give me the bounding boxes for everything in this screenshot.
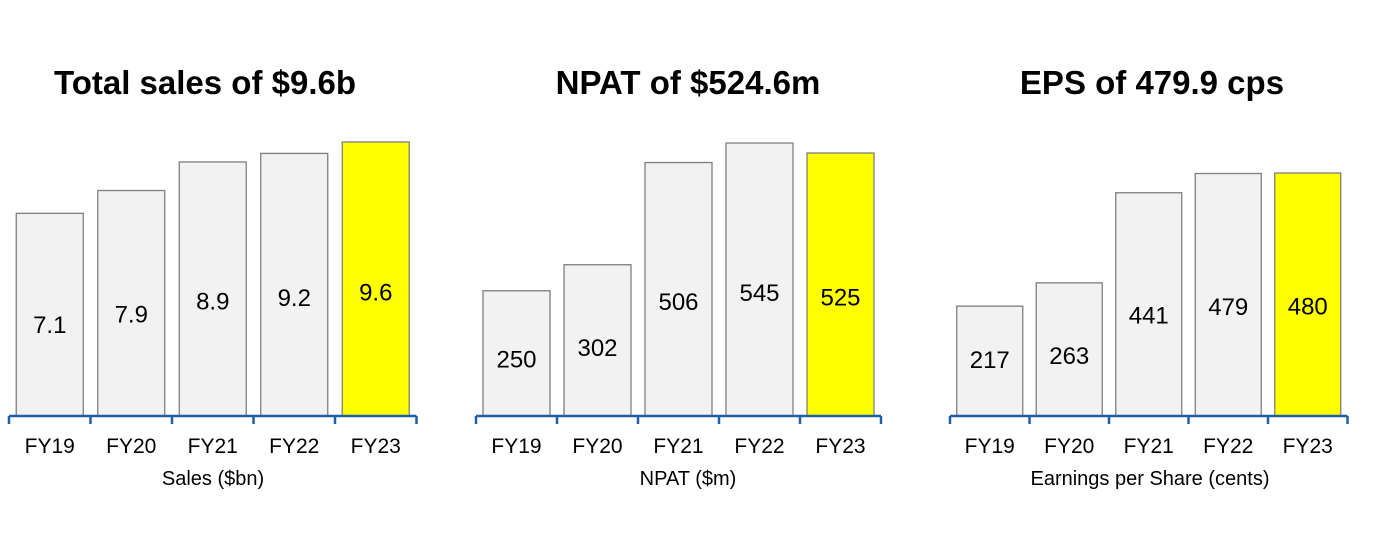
x-tick-label: FY19 — [965, 435, 1015, 458]
chart-title: NPAT of $524.6m — [556, 64, 821, 101]
bar-fy19 — [15, 212, 84, 417]
x-tick-label: FY23 — [815, 435, 865, 458]
bar-value-label: 7.1 — [33, 312, 66, 339]
x-tick-label: FY20 — [1044, 435, 1094, 458]
x-axis-label: NPAT ($m) — [640, 468, 737, 490]
bar-value-label: 263 — [1049, 343, 1089, 370]
bar-fy22 — [260, 152, 329, 417]
x-tick-label: FY20 — [106, 435, 156, 458]
x-tick-label: FY23 — [351, 435, 401, 458]
bar-value-label: 250 — [496, 347, 536, 374]
bar-value-label: 302 — [577, 335, 617, 362]
x-tick-label: FY20 — [572, 435, 622, 458]
bar-fy23 — [1274, 172, 1342, 417]
chart-panel-1: Total sales of $9.6b 7.1 FY19 7.9 FY20 8.9 FY2… — [7, 64, 418, 490]
bar-fy20 — [563, 264, 632, 417]
bar-fy21 — [644, 161, 713, 417]
x-tick-label: FY21 — [1124, 435, 1174, 458]
chart-title: EPS of 479.9 cps — [1020, 64, 1284, 101]
bar-value-label: 217 — [970, 347, 1010, 374]
x-tick-label: FY19 — [25, 435, 75, 458]
bar-fy19 — [482, 290, 551, 417]
bar-value-label: 506 — [658, 289, 698, 316]
x-tick-label: FY22 — [1203, 435, 1253, 458]
bar-value-label: 9.6 — [359, 280, 392, 307]
bar-value-label: 9.2 — [278, 285, 311, 312]
bar-value-label: 479 — [1208, 294, 1248, 321]
bar-value-label: 441 — [1129, 303, 1169, 330]
x-tick-label: FY22 — [734, 435, 784, 458]
chart-panel-2: NPAT of $524.6m 250 FY19 302 FY20 506 FY21 545 F… — [474, 64, 883, 490]
bar-fy20 — [97, 189, 166, 417]
chart-panel-3: EPS of 479.9 cps 217 FY19 263 FY20 441 FY21 479… — [948, 64, 1349, 490]
bar-fy21 — [178, 161, 247, 417]
bar-value-label: 525 — [820, 285, 860, 312]
bar-value-label: 8.9 — [196, 289, 229, 316]
chart-title: Total sales of $9.6b — [54, 64, 356, 101]
bar-value-label: 545 — [739, 280, 779, 307]
bar-fy23 — [341, 141, 410, 417]
bar-value-label: 7.9 — [115, 302, 148, 329]
bar-value-label: 480 — [1288, 294, 1328, 321]
x-tick-label: FY22 — [269, 435, 319, 458]
x-tick-label: FY19 — [491, 435, 541, 458]
x-axis-label: Earnings per Share (cents) — [1030, 468, 1269, 490]
bar-fy19 — [956, 305, 1024, 417]
x-tick-label: FY23 — [1283, 435, 1333, 458]
bar-fy20 — [1035, 282, 1103, 417]
bar-fy23 — [806, 152, 875, 417]
x-tick-label: FY21 — [653, 435, 703, 458]
x-axis-label: Sales ($bn) — [162, 468, 264, 490]
x-tick-label: FY21 — [188, 435, 238, 458]
